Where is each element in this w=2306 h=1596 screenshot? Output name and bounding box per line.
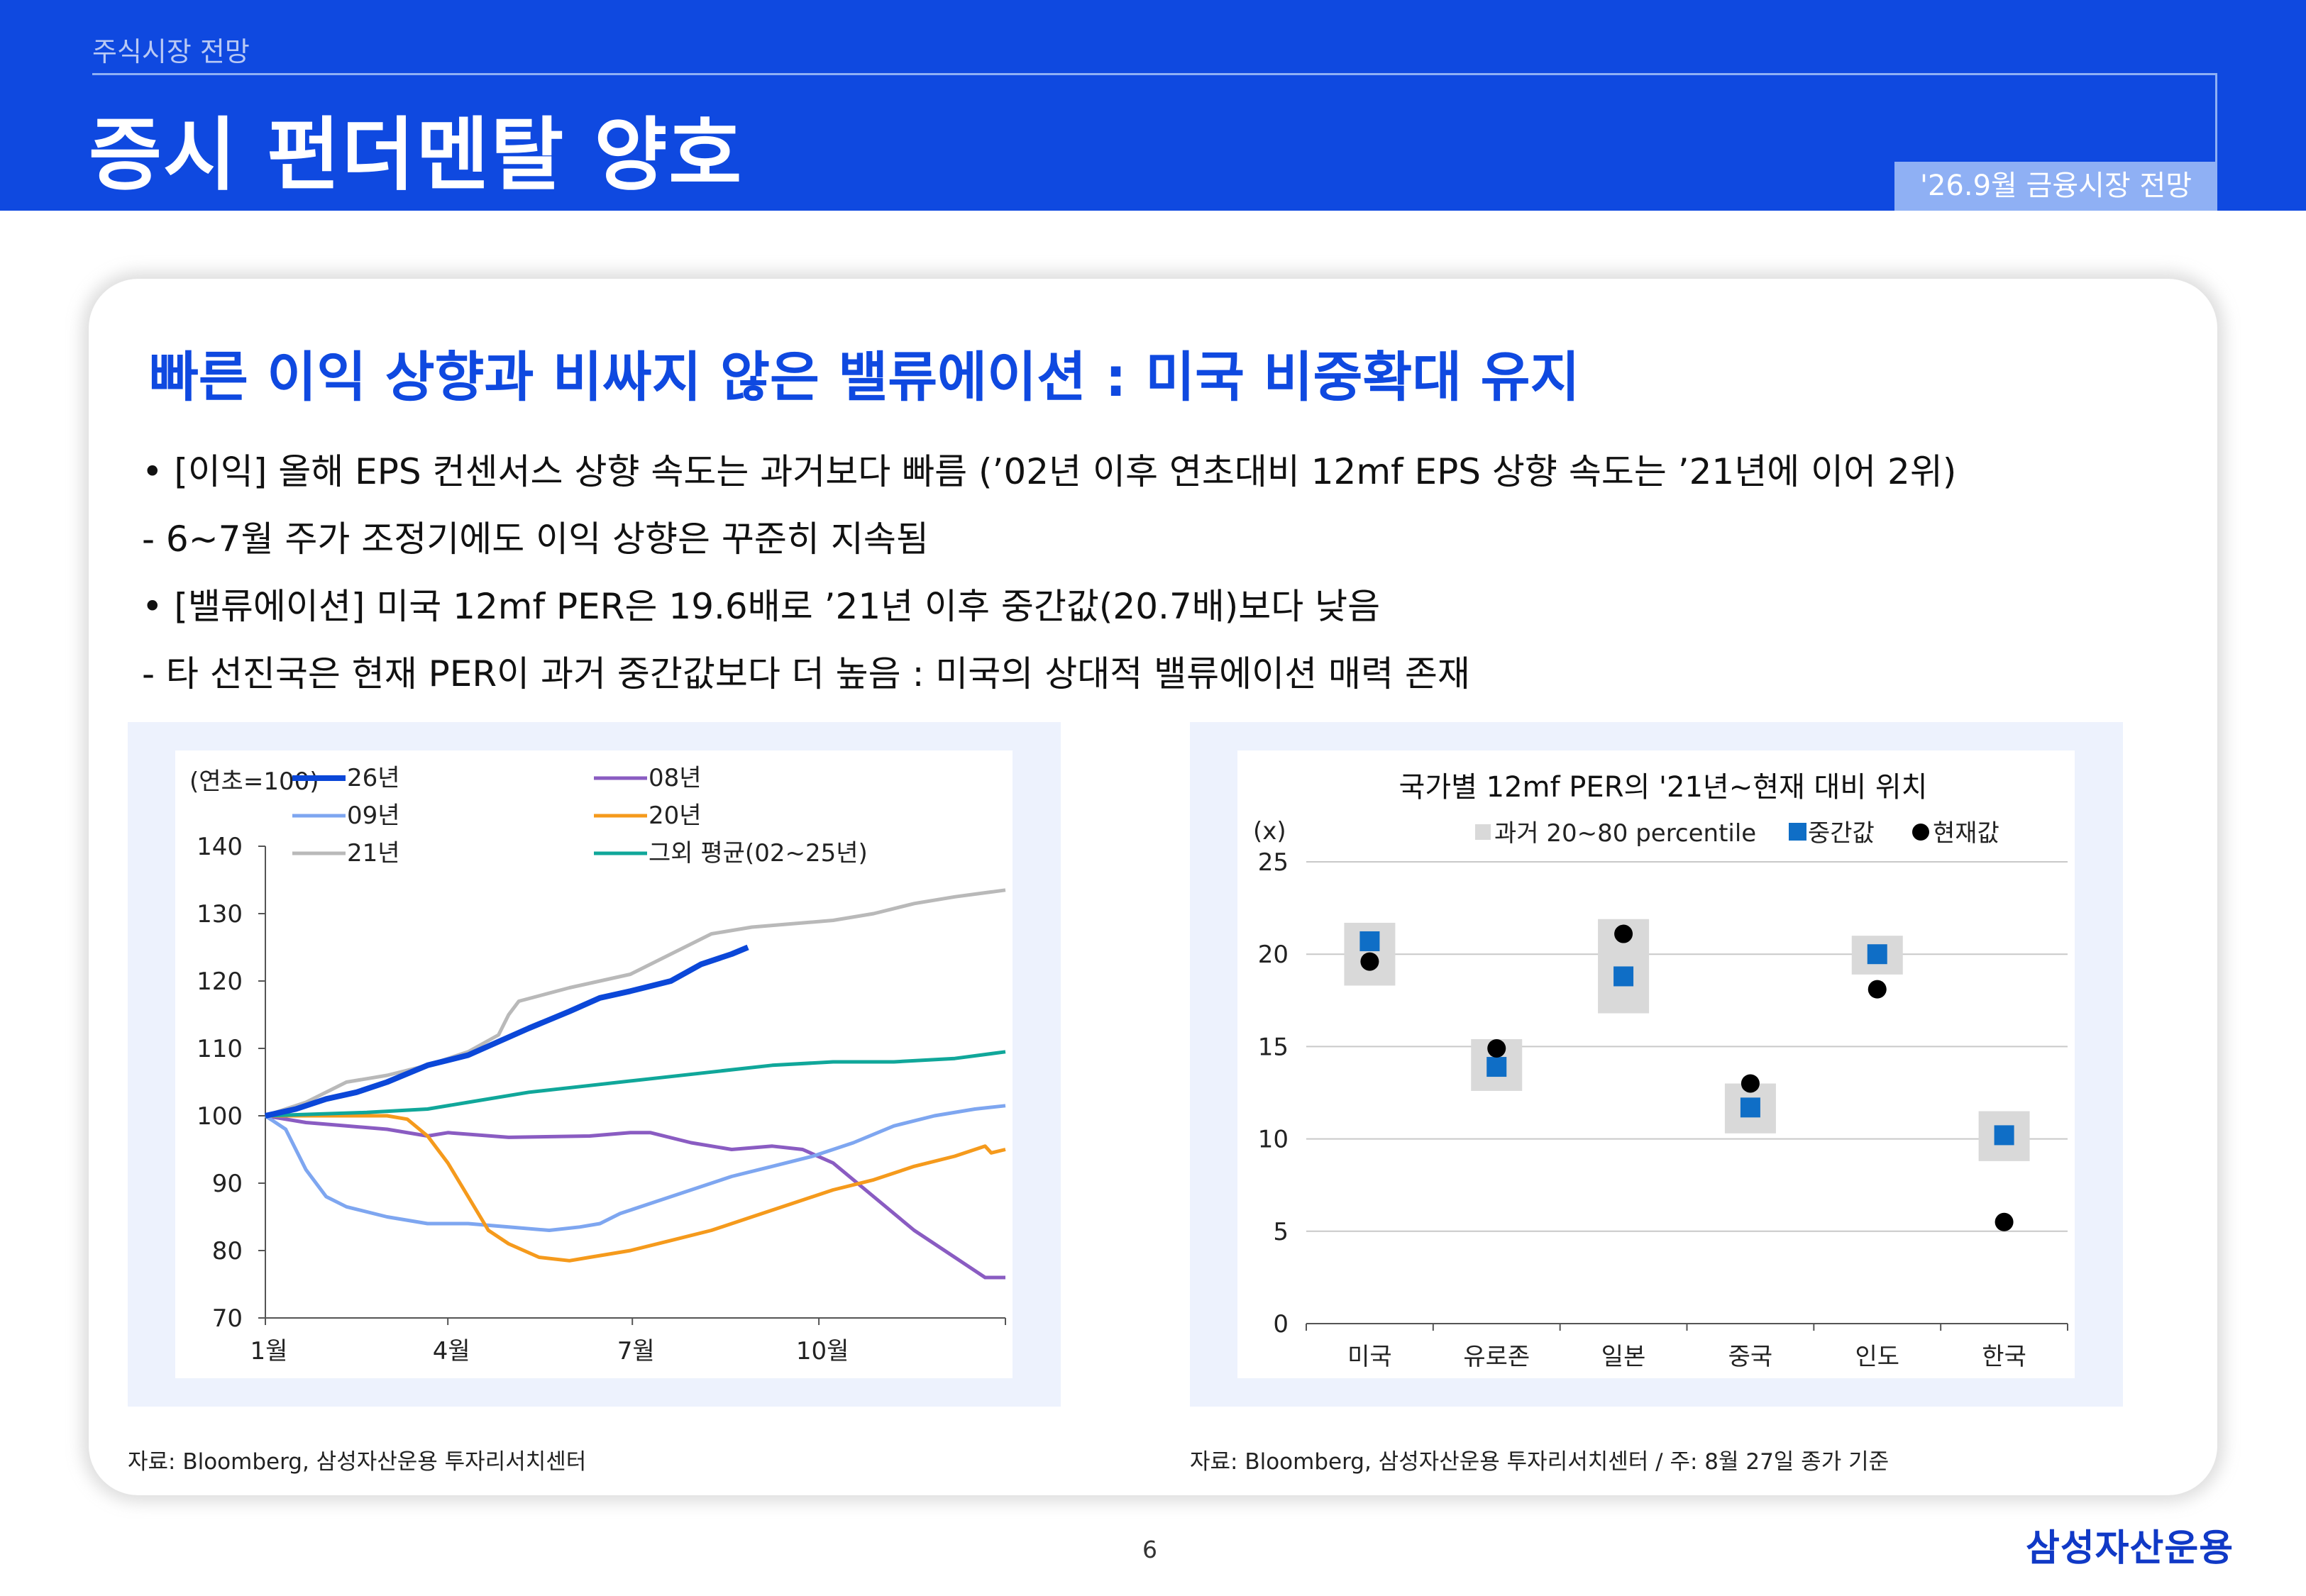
- current-marker-한국: [1995, 1212, 2014, 1231]
- headline: 빠른 이익 상향과 비싸지 않은 밸류에이션 : 미국 비중확대 유지: [149, 345, 1580, 409]
- legend-label: 과거 20~80 percentile: [1494, 819, 1756, 848]
- left-chart-source: 자료: Bloomberg, 삼성자산운용 투자리서치센터: [128, 1449, 587, 1475]
- header-bar: 주식시장 전망 증시 펀더멘탈 양호 '26.9월 금융시장 전망: [0, 0, 2306, 211]
- y-tick-label: 70: [212, 1304, 243, 1333]
- x-tick-label: 인도: [1855, 1343, 1899, 1371]
- current-marker-중국: [1740, 1074, 1760, 1093]
- y-tick-label: 90: [212, 1170, 243, 1198]
- y-unit-label: (연초=100): [189, 767, 319, 796]
- x-tick-label: 4월: [433, 1337, 470, 1365]
- y-tick-label: 140: [197, 833, 243, 861]
- right-chart-area: 국가별 12mf PER의 '21년~현재 대비 위치 (x) 0 5 10 15 20 25…: [1237, 750, 2075, 1378]
- current-marker-인도: [1868, 980, 1887, 999]
- y-tick-label: 10: [1258, 1126, 1289, 1154]
- x-tick-label: 일본: [1601, 1343, 1646, 1371]
- bullet-subitem: - 6~7월 주가 조정기에도 이익 상향은 꾸준히 지속됨: [142, 519, 929, 560]
- x-tick-label: 유로존: [1463, 1343, 1530, 1371]
- x-tick-label: 1월: [250, 1337, 288, 1365]
- legend-label: 그외 평균(02~25년): [649, 839, 868, 868]
- report-badge: '26.9월 금융시장 전망: [1894, 162, 2217, 211]
- header-divider: [92, 73, 2217, 75]
- legend-label: 현재값: [1933, 819, 1999, 848]
- right-chart-source: 자료: Bloomberg, 삼성자산운용 투자리서치센터 / 주: 8월 27…: [1190, 1449, 1890, 1475]
- median-marker-일본: [1613, 966, 1634, 987]
- series-line-3: [265, 1114, 1006, 1263]
- series-line-4: [265, 888, 1006, 1118]
- series-line-2: [264, 1104, 1006, 1232]
- current-marker-미국: [1360, 952, 1379, 971]
- current-marker-일본: [1614, 924, 1633, 943]
- y-tick-label: 20: [1258, 941, 1289, 969]
- legend-label: 중간값: [1808, 819, 1875, 848]
- x-tick-label: 중국: [1728, 1343, 1773, 1371]
- current-marker-유로존: [1487, 1039, 1506, 1058]
- legend-swatch: [1912, 824, 1929, 841]
- header-divider-vertical: [2215, 73, 2217, 165]
- y-tick-label: 5: [1273, 1218, 1289, 1246]
- x-tick-label: 10월: [796, 1337, 849, 1365]
- y-tick-label: 120: [197, 968, 243, 996]
- legend-swatch: [1475, 824, 1491, 840]
- bullet-item: • [이익] 올해 EPS 컨센서스 상향 속도는 과거보다 빠름 (’02년 …: [142, 451, 1957, 492]
- left-chart-area: (연초=100) 70 80 90 100 110 120 130 140 1월 4월 7월 10월 26…: [175, 750, 1013, 1378]
- legend-swatch: [1789, 823, 1806, 841]
- legend-label: 21년: [347, 839, 400, 868]
- y-tick-label: 80: [212, 1237, 243, 1265]
- median-marker-유로존: [1486, 1057, 1507, 1077]
- bullet-item: • [밸류에이션] 미국 12mf PER은 19.6배로 ’21년 이후 중간…: [142, 586, 1381, 627]
- per-position-chart: 국가별 12mf PER의 '21년~현재 대비 위치 (x) 0 5 10 15 20 25…: [1253, 771, 2068, 1371]
- bullet-subitem: - 타 선진국은 현재 PER이 과거 중간값보다 더 높음 : 미국의 상대적…: [142, 653, 1470, 694]
- median-marker-미국: [1359, 931, 1380, 951]
- eps-revision-line-chart: (연초=100) 70 80 90 100 110 120 130 140 1월 4월 7월 10월 26…: [189, 764, 1006, 1365]
- y-tick-label: 15: [1258, 1033, 1289, 1061]
- y-tick-label: 0: [1273, 1310, 1289, 1339]
- legend-label: 26년: [347, 764, 400, 792]
- median-marker-인도: [1867, 944, 1887, 965]
- series-line-0: [265, 944, 749, 1119]
- company-logo: 삼성자산운용: [2026, 1527, 2234, 1570]
- y-tick-label: 100: [197, 1102, 243, 1131]
- y-tick-label: 110: [197, 1035, 243, 1063]
- chart-title: 국가별 12mf PER의 '21년~현재 대비 위치: [1399, 771, 1928, 804]
- series-line-1: [265, 1114, 1005, 1280]
- y-unit-label: (x): [1253, 817, 1286, 846]
- median-marker-한국: [1994, 1125, 2014, 1146]
- legend-label: 08년: [649, 764, 702, 792]
- series-line-5: [265, 1050, 1006, 1118]
- legend-label: 20년: [649, 802, 702, 830]
- page-number: 6: [1142, 1536, 1157, 1563]
- x-tick-label: 미국: [1347, 1343, 1392, 1371]
- legend-label: 09년: [347, 802, 400, 830]
- x-tick-label: 7월: [617, 1337, 655, 1365]
- median-marker-중국: [1740, 1097, 1760, 1118]
- y-tick-label: 130: [197, 900, 243, 929]
- section-label: 주식시장 전망: [92, 36, 250, 67]
- page-title: 증시 펀더멘탈 양호: [89, 109, 744, 201]
- y-tick-label: 25: [1258, 848, 1289, 877]
- x-tick-label: 한국: [1982, 1343, 2026, 1371]
